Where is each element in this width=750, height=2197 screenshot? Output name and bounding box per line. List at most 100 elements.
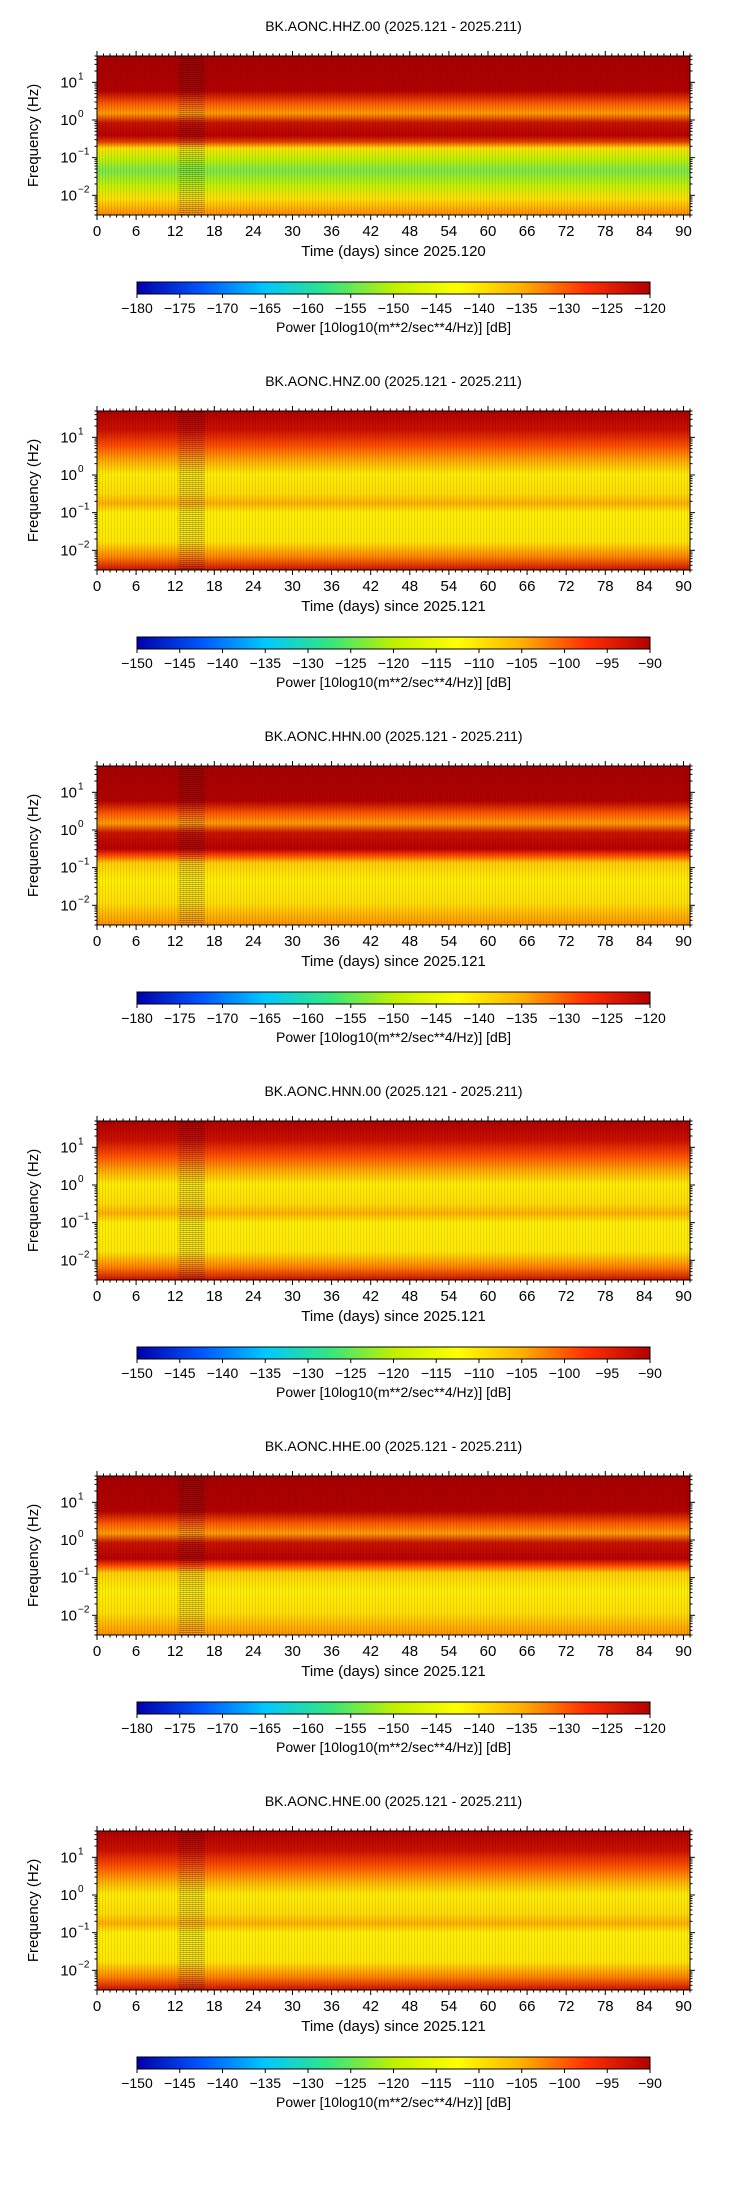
colorbar-label: Power [10log10(m**2/sec**4/Hz)] [dB] bbox=[276, 1739, 511, 1755]
y-tick-label: 10 bbox=[60, 897, 77, 914]
colorbar-tick-label: −95 bbox=[595, 2075, 619, 2091]
colorbar-tick-label: −145 bbox=[420, 1720, 452, 1736]
x-axis-label: Time (days) since 2025.121 bbox=[301, 1308, 486, 1325]
x-tick-label: 54 bbox=[441, 1288, 458, 1305]
x-tick-label: 18 bbox=[206, 1288, 223, 1305]
colorbar-tick-label: −125 bbox=[591, 1010, 623, 1026]
y-axis-label: Frequency (Hz) bbox=[25, 1859, 42, 1962]
x-tick-label: 84 bbox=[636, 1643, 653, 1660]
x-tick-label: 30 bbox=[284, 1998, 301, 2015]
colorbar bbox=[136, 636, 651, 650]
panel-title: BK.AONC.HNZ.00 (2025.121 - 2025.211) bbox=[265, 373, 522, 389]
x-tick-label: 54 bbox=[441, 933, 458, 950]
y-tick-exponent: −1 bbox=[78, 147, 90, 158]
x-tick-label: 30 bbox=[284, 1643, 301, 1660]
x-tick-label: 60 bbox=[480, 1998, 497, 2015]
y-tick-label: 10 bbox=[60, 467, 77, 484]
x-tick-label: 30 bbox=[284, 223, 301, 240]
x-tick-label: 42 bbox=[362, 1998, 379, 2015]
x-tick-label: 66 bbox=[519, 933, 536, 950]
spectrogram-panel-4: BK.AONC.HNN.00 (2025.121 - 2025.211)0 6 12… bbox=[25, 1083, 695, 1400]
y-tick-label: 10 bbox=[60, 822, 77, 839]
colorbar-tick-label: −180 bbox=[121, 300, 153, 316]
spectrogram-panel-1: BK.AONC.HHZ.00 (2025.121 - 2025.211) 0 6 12… bbox=[25, 18, 695, 335]
y-tick-exponent: 0 bbox=[78, 1529, 84, 1540]
x-tick-label: 42 bbox=[362, 578, 379, 595]
colorbar-tick-label: −105 bbox=[506, 655, 538, 671]
colorbar-tick-label: −150 bbox=[121, 1365, 153, 1381]
colorbar-tick-label: −100 bbox=[549, 2075, 581, 2091]
x-tick-label: 54 bbox=[441, 578, 458, 595]
colorbar-tick-label: −105 bbox=[506, 2075, 538, 2091]
y-tick-exponent: −2 bbox=[78, 894, 90, 905]
colorbar-tick-label: −125 bbox=[335, 2075, 367, 2091]
colorbar-tick-label: −130 bbox=[292, 655, 324, 671]
colorbar-tick-label: −120 bbox=[634, 1010, 666, 1026]
x-tick-label: 12 bbox=[167, 1998, 184, 2015]
y-tick-label: 10 bbox=[60, 860, 77, 877]
colorbar-tick-label: −140 bbox=[463, 300, 495, 316]
y-tick-exponent: −2 bbox=[78, 1959, 90, 1970]
x-axis-label: Time (days) since 2025.121 bbox=[301, 2018, 486, 2035]
y-axis-label: Frequency (Hz) bbox=[25, 794, 42, 897]
x-tick-label: 42 bbox=[362, 1288, 379, 1305]
colorbar-tick-label: −160 bbox=[292, 300, 324, 316]
x-tick-label: 66 bbox=[519, 1643, 536, 1660]
colorbar-tick-label: −100 bbox=[549, 655, 581, 671]
x-axis-label: Time (days) since 2025.121 bbox=[301, 953, 486, 970]
x-tick-label: 66 bbox=[519, 223, 536, 240]
x-axis-label: Time (days) since 2025.121 bbox=[301, 598, 486, 615]
x-tick-label: 66 bbox=[519, 1288, 536, 1305]
colorbar-tick-label: −130 bbox=[292, 1365, 324, 1381]
x-tick-label: 36 bbox=[323, 1998, 340, 2015]
y-tick-label: 10 bbox=[60, 1532, 77, 1549]
y-tick-exponent: −2 bbox=[78, 539, 90, 550]
colorbar-tick-label: −125 bbox=[335, 655, 367, 671]
x-tick-label: 84 bbox=[636, 933, 653, 950]
x-tick-label: 72 bbox=[558, 1643, 575, 1660]
y-tick-exponent: 1 bbox=[78, 71, 84, 82]
colorbar-tick-label: −90 bbox=[638, 2075, 662, 2091]
panel-title: BK.AONC.HHZ.00 (2025.121 - 2025.211) bbox=[265, 18, 522, 34]
colorbar-label: Power [10log10(m**2/sec**4/Hz)] [dB] bbox=[276, 674, 511, 690]
colorbar-tick-label: −165 bbox=[249, 300, 281, 316]
x-tick-label: 12 bbox=[167, 1643, 184, 1660]
y-tick-label: 10 bbox=[60, 74, 77, 91]
colorbar-tick-label: −115 bbox=[421, 2075, 452, 2091]
x-tick-label: 42 bbox=[362, 223, 379, 240]
colorbar-tick-label: −140 bbox=[207, 655, 239, 671]
x-tick-label: 24 bbox=[245, 933, 262, 950]
colorbar-label: Power [10log10(m**2/sec**4/Hz)] [dB] bbox=[276, 2094, 511, 2110]
colorbar-tick-label: −175 bbox=[164, 300, 196, 316]
x-tick-label: 48 bbox=[401, 578, 418, 595]
spectrogram-panel-2: BK.AONC.HNZ.00 (2025.121 - 2025.211)0 6 12… bbox=[25, 373, 695, 690]
x-tick-label: 12 bbox=[167, 1288, 184, 1305]
y-tick-label: 10 bbox=[60, 1177, 77, 1194]
x-tick-label: 0 bbox=[93, 578, 101, 595]
y-tick-label: 10 bbox=[60, 1607, 77, 1624]
colorbar-tick-label: −135 bbox=[249, 1365, 281, 1381]
colorbar-tick-label: −100 bbox=[549, 1365, 581, 1381]
y-axis-label: Frequency (Hz) bbox=[25, 84, 42, 187]
y-tick-exponent: 0 bbox=[78, 1174, 84, 1185]
plot-frame bbox=[96, 1475, 691, 1636]
x-tick-label: 12 bbox=[167, 223, 184, 240]
colorbar-tick-label: −140 bbox=[207, 1365, 239, 1381]
y-tick-exponent: 1 bbox=[78, 1491, 84, 1502]
y-tick-exponent: 0 bbox=[78, 464, 84, 475]
x-tick-label: 48 bbox=[401, 223, 418, 240]
y-axis-label: Frequency (Hz) bbox=[25, 1149, 42, 1252]
x-tick-label: 6 bbox=[132, 223, 140, 240]
y-tick-exponent: −2 bbox=[78, 1249, 90, 1260]
x-tick-label: 78 bbox=[597, 933, 614, 950]
x-tick-label: 78 bbox=[597, 1998, 614, 2015]
x-tick-label: 18 bbox=[206, 223, 223, 240]
y-tick-label: 10 bbox=[60, 1215, 77, 1232]
data-gap-region bbox=[178, 1121, 205, 1280]
y-tick-exponent: −2 bbox=[78, 1604, 90, 1615]
colorbar-tick-label: −120 bbox=[378, 2075, 410, 2091]
y-tick-exponent: 0 bbox=[78, 109, 84, 120]
colorbar bbox=[136, 1701, 651, 1715]
x-tick-label: 72 bbox=[558, 223, 575, 240]
colorbar-tick-label: −160 bbox=[292, 1720, 324, 1736]
